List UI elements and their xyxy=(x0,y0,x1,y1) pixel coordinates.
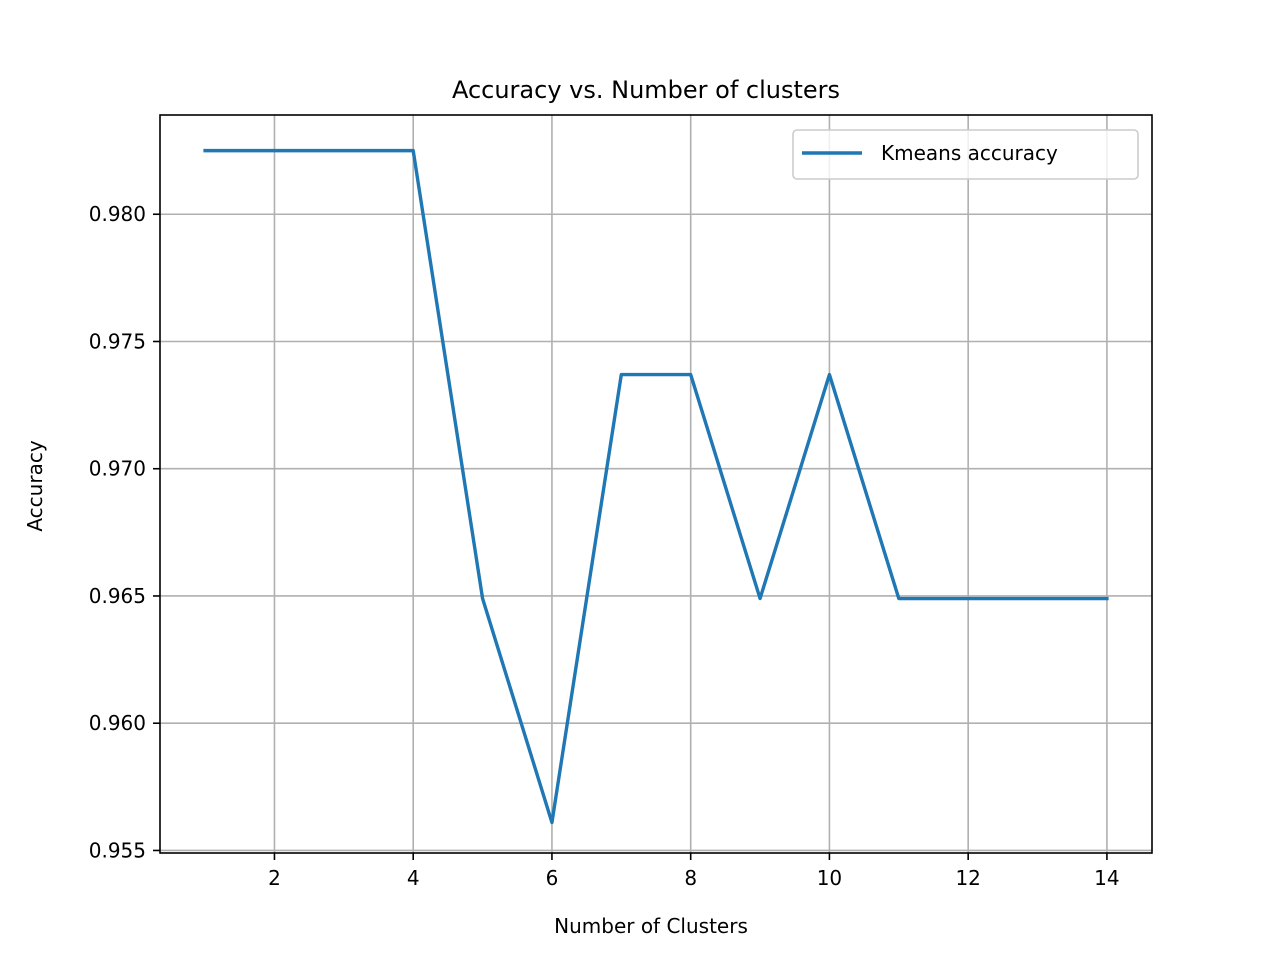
y-tick-label: 0.980 xyxy=(89,202,146,226)
grid xyxy=(160,115,1152,853)
y-tick-label: 0.975 xyxy=(89,329,146,353)
x-tick-label: 12 xyxy=(955,866,980,890)
series-line-kmeans-accuracy xyxy=(203,148,1109,825)
ticks: 2 4 6 8 10 12 14 0.955 0.960 0.965 0.970 0.975 0.980 xyxy=(89,202,1120,890)
y-tick-label: 0.960 xyxy=(89,711,146,735)
x-tick-label: 4 xyxy=(407,866,420,890)
y-axis-label: Accuracy xyxy=(23,440,47,531)
x-tick-label: 14 xyxy=(1094,866,1119,890)
y-tick-label: 0.955 xyxy=(89,838,146,862)
y-tick-label: 0.965 xyxy=(89,584,146,608)
legend-label: Kmeans accuracy xyxy=(881,141,1058,165)
legend: Kmeans accuracy xyxy=(792,129,1139,180)
x-tick-label: 2 xyxy=(268,866,281,890)
x-axis-label: Number of Clusters xyxy=(554,914,748,938)
x-tick-label: 6 xyxy=(546,866,559,890)
axes-frame xyxy=(159,114,1153,854)
y-tick-label: 0.970 xyxy=(89,457,146,481)
legend-box xyxy=(792,129,1139,180)
chart-title: Accuracy vs. Number of clusters xyxy=(452,76,840,104)
x-tick-label: 10 xyxy=(817,866,842,890)
x-tick-label: 8 xyxy=(684,866,697,890)
plot-series xyxy=(203,148,1109,825)
